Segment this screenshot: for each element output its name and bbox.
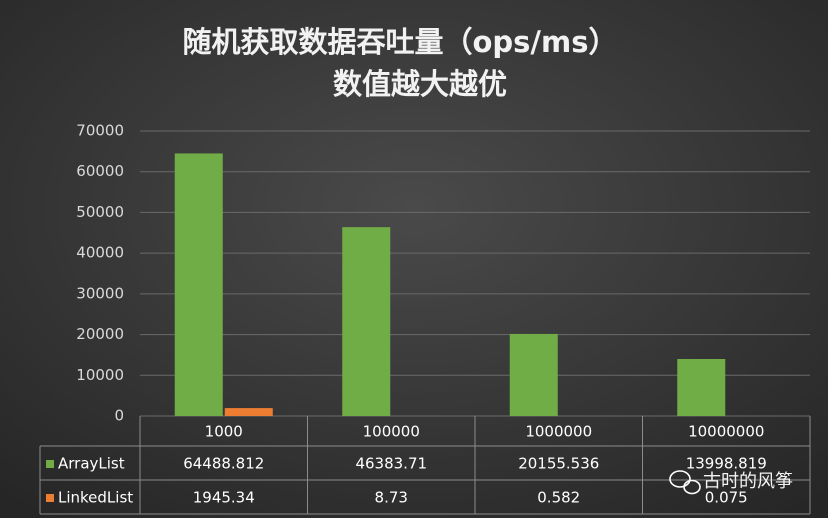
legend-key (46, 460, 54, 468)
table-value: 1945.34 (193, 489, 255, 507)
x-tick-label: 1000000 (525, 423, 592, 441)
table-value: 0.582 (537, 489, 580, 507)
table-value: 0.075 (705, 489, 748, 507)
legend-label: LinkedList (58, 489, 133, 507)
y-tick-label: 0 (114, 407, 124, 425)
watermark-text: 古时的风筝 (703, 471, 793, 492)
table-value: 20155.536 (518, 455, 599, 473)
x-tick-label: 100000 (363, 423, 420, 441)
legend-key (46, 494, 54, 502)
y-tick-label: 30000 (76, 284, 124, 302)
bar (224, 408, 273, 416)
bar (174, 153, 223, 416)
table-value: 8.73 (375, 489, 408, 507)
y-tick-label: 40000 (76, 244, 124, 262)
x-tick-label: 10000000 (688, 423, 764, 441)
table-value: 64488.812 (183, 455, 264, 473)
watermark-icon (683, 479, 701, 495)
watermark-icon (669, 470, 691, 488)
table-value: 46383.71 (355, 455, 427, 473)
table-value: 13998.819 (686, 455, 767, 473)
legend-label: ArrayList (58, 455, 125, 473)
y-tick-label: 10000 (76, 366, 124, 384)
y-tick-label: 50000 (76, 203, 124, 221)
bar (342, 227, 391, 416)
y-tick-label: 70000 (76, 122, 124, 140)
chart-subtitle: 数值越大越优 (333, 67, 507, 101)
bar (677, 359, 726, 416)
watermark: 古时的风筝 (669, 470, 793, 495)
chart-title: 随机获取数据吞吐量（ops/ms） (182, 25, 617, 59)
x-tick-label: 1000 (205, 423, 243, 441)
y-tick-label: 60000 (76, 162, 124, 180)
bar (509, 333, 558, 416)
y-tick-label: 20000 (76, 325, 124, 343)
